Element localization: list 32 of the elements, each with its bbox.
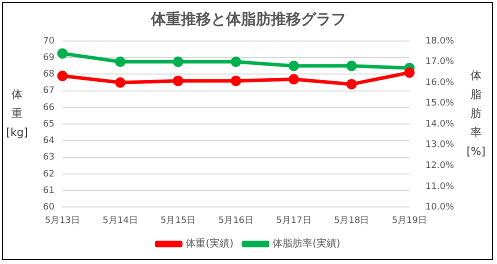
y-tick-label: 70: [43, 36, 55, 46]
y2-tick-label: 16.0%: [425, 78, 454, 88]
y-tick-label: 65: [43, 119, 54, 130]
y-tick-label: 63: [43, 152, 54, 163]
y-tick-label: 60: [43, 202, 55, 213]
y2-tick-label: 10.0%: [425, 202, 454, 213]
chart-title: 体重推移と体脂肪推移グラフ: [150, 10, 346, 28]
y-tick-label: 68: [43, 70, 55, 80]
y-tick-label: 66: [43, 102, 55, 113]
legend-label: 体重(実績): [186, 238, 234, 250]
x-tick-label: 5月19日: [392, 216, 428, 226]
x-tick-label: 5月18日: [334, 216, 370, 226]
y-tick-label: 61: [43, 186, 54, 196]
y2-tick-label: 17.0%: [425, 57, 454, 68]
x-tick-label: 5月13日: [44, 216, 80, 226]
y-axis-title: 体重[kg]: [6, 88, 28, 139]
legend-label: 体脂肪率(実績): [272, 238, 340, 250]
y2-tick-label: 13.0%: [425, 140, 454, 150]
y-tick-label: 69: [43, 52, 55, 63]
y2-axis-title: 体脂肪率[%]: [466, 68, 486, 158]
y2-tick-label: 12.0%: [425, 160, 454, 171]
y-tick-label: 67: [43, 86, 54, 96]
x-tick-label: 5月16日: [218, 216, 254, 226]
y2-tick-label: 15.0%: [425, 98, 454, 109]
y-tick-label: 64: [43, 136, 55, 146]
x-tick-label: 5月14日: [102, 216, 138, 226]
y-tick-label: 62: [43, 169, 54, 180]
y2-tick-label: 18.0%: [425, 36, 454, 46]
y2-tick-label: 11.0%: [425, 182, 454, 192]
y2-tick-label: 14.0%: [425, 119, 454, 130]
x-tick-label: 5月15日: [160, 216, 196, 226]
x-tick-label: 5月17日: [276, 216, 312, 226]
